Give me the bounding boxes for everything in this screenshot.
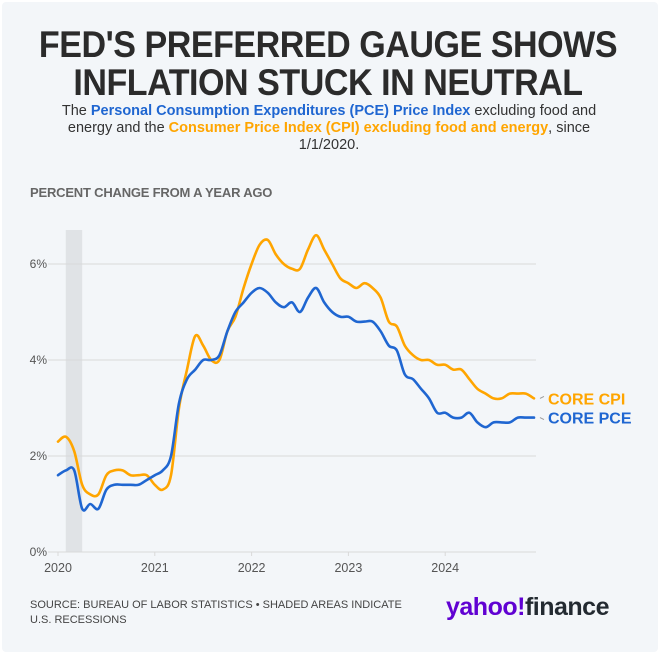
logo-yahoo: yahoo! <box>446 593 525 621</box>
y-tick-labels: 0% 2% 4% 6% <box>30 257 48 559</box>
subtitle-cpi-highlight: Consumer Price Index (CPI) excluding foo… <box>168 120 549 136</box>
y-tick-label: 2% <box>30 449 48 463</box>
gridlines <box>48 263 536 553</box>
x-tick-label: 2023 <box>334 561 362 575</box>
title-line-1: FED'S PREFERRED GAUGE SHOWS <box>38 24 618 65</box>
x-tick-label: 2021 <box>141 561 169 575</box>
chart-subtitle: The Personal Consumption Expenditures (P… <box>40 103 618 154</box>
y-tick-label: 4% <box>30 353 48 367</box>
series-lines <box>56 233 536 512</box>
x-tick-labels: 2020 2021 2022 2023 2024 <box>44 552 459 575</box>
series-line-core-pce <box>56 286 536 512</box>
y-tick-label: 0% <box>30 545 48 559</box>
y-axis-title: PERCENT CHANGE FROM A YEAR AGO <box>30 185 273 200</box>
label-connector <box>539 417 545 421</box>
yahoo-finance-logo: yahoo!finance <box>446 593 609 622</box>
x-tick-label: 2022 <box>238 561 266 575</box>
label-connector <box>539 395 545 399</box>
series-line-core-cpi <box>56 233 536 498</box>
series-label-core-pce: CORE PCE <box>548 411 632 428</box>
x-tick-label: 2024 <box>431 561 459 575</box>
series-label-core-cpi: CORE CPI <box>548 391 625 408</box>
x-tick-label: 2020 <box>44 561 72 575</box>
subtitle-pce-highlight: Personal Consumption Expenditures (PCE) … <box>90 103 471 119</box>
series-end-labels: CORE CPI CORE PCE <box>539 391 632 428</box>
subtitle-text-pre: The <box>61 103 91 119</box>
subtitle-text-mid: excluding food and energy and the <box>67 103 597 136</box>
subtitle-text-post: , since 1/1/2020. <box>298 120 591 153</box>
y-tick-label: 6% <box>30 257 48 271</box>
title-line-2: INFLATION STUCK IN NEUTRAL <box>73 62 583 103</box>
chart-title: FED'S PREFERRED GAUGE SHOWS INFLATION ST… <box>26 26 630 102</box>
logo-finance: finance <box>524 593 610 621</box>
source-note: SOURCE: BUREAU OF LABOR STATISTICS • SHA… <box>30 599 402 626</box>
